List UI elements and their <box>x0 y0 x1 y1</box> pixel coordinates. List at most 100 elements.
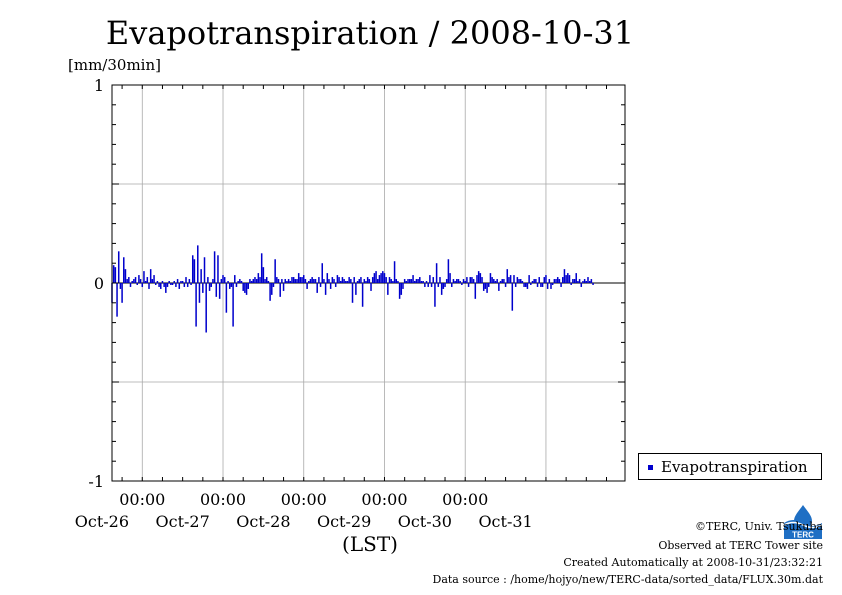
data-bar <box>207 277 209 283</box>
data-bar <box>321 263 324 283</box>
data-bar <box>366 277 369 283</box>
data-bar <box>565 275 567 283</box>
data-bar <box>123 257 125 283</box>
data-bar <box>422 281 424 283</box>
data-bar <box>489 273 492 283</box>
data-bar <box>388 277 391 283</box>
data-bar <box>477 271 480 283</box>
data-bar <box>573 279 576 283</box>
data-bar <box>124 269 127 283</box>
data-bar <box>518 279 520 283</box>
data-bar <box>398 283 401 299</box>
data-bar <box>568 275 571 283</box>
data-bar <box>195 283 197 327</box>
data-bar <box>556 277 559 283</box>
data-bar <box>210 283 212 287</box>
data-bar <box>550 283 552 289</box>
data-bar <box>370 283 372 291</box>
data-bar <box>469 277 472 283</box>
data-bar <box>228 283 231 289</box>
data-bar <box>313 279 315 283</box>
data-bar <box>265 277 268 283</box>
data-bar <box>237 281 239 283</box>
data-bar <box>188 279 191 283</box>
y-tick-label: 1 <box>94 76 104 95</box>
data-bar <box>170 283 172 285</box>
data-bar <box>452 279 455 283</box>
data-bar <box>456 279 458 283</box>
data-bar <box>185 277 187 283</box>
data-bar <box>582 281 584 283</box>
data-bar <box>540 283 542 287</box>
data-bar <box>178 283 181 289</box>
data-bar <box>400 283 403 295</box>
data-bar <box>161 281 164 283</box>
data-bar <box>587 277 589 283</box>
y-axis-unit-label: [mm/30min] <box>68 56 161 74</box>
data-bar <box>447 259 450 283</box>
data-bar <box>429 275 431 283</box>
data-bar <box>171 283 174 285</box>
data-bar <box>498 283 500 291</box>
data-bar <box>488 283 490 287</box>
data-bar <box>151 279 154 283</box>
data-bar <box>417 279 419 283</box>
data-bar <box>311 277 313 283</box>
created-timestamp-text: Created Automatically at 2008-10-31/23:3… <box>563 556 823 569</box>
data-bar <box>309 279 312 283</box>
data-bar <box>577 281 579 283</box>
data-bar <box>245 283 248 295</box>
data-bar <box>223 277 226 283</box>
data-bar <box>197 245 199 283</box>
data-bar <box>336 275 339 283</box>
data-bar <box>503 279 505 283</box>
data-bar <box>385 277 387 283</box>
data-bar <box>299 277 302 283</box>
data-bar <box>580 283 583 287</box>
data-bar <box>112 265 115 283</box>
data-bar <box>407 279 409 283</box>
chart-title: Evapotranspiration / 2008-10-31 <box>105 14 635 52</box>
data-bar <box>521 281 524 283</box>
data-bar <box>323 279 325 283</box>
data-bar <box>296 279 298 283</box>
data-bar <box>365 281 367 283</box>
data-bar <box>472 279 475 283</box>
data-bar <box>481 277 483 283</box>
data-bar <box>304 279 307 283</box>
data-bar <box>213 251 216 283</box>
data-bar <box>297 273 300 283</box>
data-bar <box>545 275 547 283</box>
data-bar <box>220 279 223 283</box>
y-tick-label: 0 <box>94 274 104 293</box>
data-bar <box>230 283 233 287</box>
data-bar <box>380 273 382 283</box>
data-bar <box>541 283 544 287</box>
data-bar <box>264 279 266 283</box>
data-bar <box>553 279 556 283</box>
data-bar <box>149 269 152 283</box>
data-bar <box>525 283 527 287</box>
data-bar <box>343 279 345 283</box>
data-bar <box>509 275 512 283</box>
data-bar <box>269 283 271 301</box>
data-bar <box>190 283 192 285</box>
data-bar <box>504 283 507 287</box>
data-bar <box>474 283 477 299</box>
data-bar <box>138 275 140 283</box>
data-bar <box>361 283 364 307</box>
data-bar <box>358 279 361 283</box>
data-bar <box>454 281 456 283</box>
data-bar <box>585 281 588 283</box>
data-bar <box>368 279 371 283</box>
data-bar <box>424 283 426 287</box>
data-bar <box>126 279 128 283</box>
data-bar <box>348 277 350 283</box>
data-bar <box>558 279 561 283</box>
data-bar <box>523 283 525 287</box>
data-bar <box>200 269 202 283</box>
data-bar <box>413 281 416 283</box>
data-bar <box>351 283 354 303</box>
data-bar <box>262 267 265 283</box>
data-bar <box>567 273 569 283</box>
